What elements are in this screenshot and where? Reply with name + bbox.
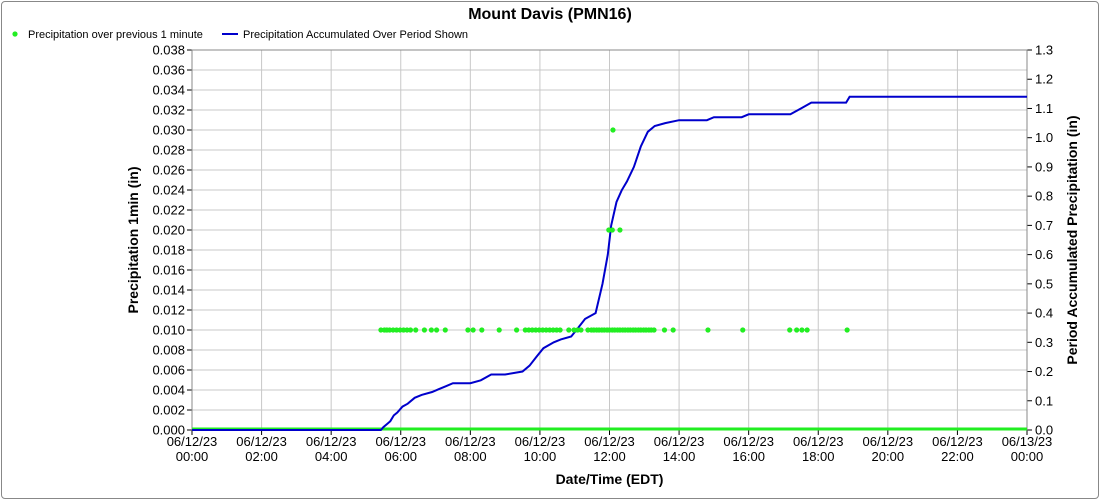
precip-1min-point (617, 227, 623, 233)
left-tick-label: 0.032 (152, 103, 185, 118)
right-tick-label: 1.3 (1035, 43, 1053, 58)
legend-label-line: Precipitation Accumulated Over Period Sh… (243, 29, 468, 41)
x-tick-date: 06/12/23 (306, 434, 357, 449)
left-tick-label: 0.026 (152, 163, 185, 178)
left-tick-label: 0.012 (152, 303, 185, 318)
x-tick-time: 02:00 (245, 449, 278, 464)
right-tick-label: 0.0 (1035, 423, 1053, 438)
right-tick-label: 0.4 (1035, 306, 1053, 321)
legend-marker-scatter (12, 31, 18, 37)
x-tick-date: 06/12/23 (584, 434, 635, 449)
precip-1min-point (566, 327, 572, 333)
right-tick-label: 0.7 (1035, 218, 1053, 233)
right-tick-label: 0.2 (1035, 364, 1053, 379)
precip-1min-point (479, 327, 485, 333)
precip-1min-point (794, 327, 800, 333)
left-tick-label: 0.014 (152, 283, 185, 298)
precip-1min-point (413, 327, 419, 333)
precip-1min-point (557, 327, 563, 333)
x-tick-date: 06/12/23 (515, 434, 566, 449)
left-tick-label: 0.018 (152, 243, 185, 258)
precip-1min-point (470, 327, 476, 333)
x-tick-time: 14:00 (663, 449, 696, 464)
precip-1min-point (705, 327, 711, 333)
left-tick-label: 0.020 (152, 223, 185, 238)
y-axis-label-left: Precipitation 1min (in) (125, 166, 141, 313)
precip-1min-point (670, 327, 676, 333)
precip-1min-point (740, 327, 746, 333)
x-tick-date: 06/12/23 (236, 434, 287, 449)
precip-1min-point (799, 327, 805, 333)
precip-1min-point (609, 227, 615, 233)
left-tick-label: 0.022 (152, 203, 185, 218)
right-tick-label: 0.8 (1035, 189, 1053, 204)
left-tick-label: 0.000 (152, 423, 185, 438)
precip-1min-point (496, 327, 502, 333)
precip-1min-point (428, 327, 434, 333)
x-tick-date: 06/12/23 (723, 434, 774, 449)
x-tick-time: 00:00 (176, 449, 209, 464)
right-tick-label: 0.9 (1035, 159, 1053, 174)
right-tick-label: 0.6 (1035, 247, 1053, 262)
precip-1min-point (442, 327, 448, 333)
precip-1min-point (514, 327, 520, 333)
precip-1min-point (465, 327, 471, 333)
left-tick-label: 0.024 (152, 183, 185, 198)
precip-1min-point (610, 127, 616, 133)
x-tick-date: 06/12/23 (375, 434, 426, 449)
left-tick-label: 0.010 (152, 323, 185, 338)
x-tick-date: 06/12/23 (932, 434, 983, 449)
x-tick-time: 20:00 (872, 449, 905, 464)
x-tick-time: 18:00 (802, 449, 835, 464)
precip-1min-point (844, 327, 850, 333)
left-tick-label: 0.034 (152, 83, 185, 98)
left-tick-label: 0.030 (152, 123, 185, 138)
right-tick-label: 1.1 (1035, 101, 1053, 116)
right-tick-label: 0.1 (1035, 393, 1053, 408)
x-tick-date: 06/13/23 (1002, 434, 1053, 449)
x-tick-time: 16:00 (732, 449, 765, 464)
left-tick-label: 0.036 (152, 63, 185, 78)
precip-1min-point (421, 327, 428, 333)
left-tick-label: 0.004 (152, 383, 185, 398)
precip-1min-point (661, 327, 668, 333)
precip-1min-point (433, 327, 440, 333)
x-tick-date: 06/12/23 (445, 434, 496, 449)
chart-title: Mount Davis (PMN16) (468, 6, 632, 23)
x-tick-time: 22:00 (941, 449, 974, 464)
precip-1min-point (578, 327, 584, 333)
right-tick-label: 0.5 (1035, 276, 1053, 291)
left-tick-label: 0.038 (152, 43, 185, 58)
x-axis-label: Date/Time (EDT) (556, 471, 664, 487)
x-tick-date: 06/12/23 (654, 434, 705, 449)
precip-1min-point (407, 327, 414, 333)
right-tick-label: 1.2 (1035, 72, 1053, 87)
x-tick-date: 06/12/23 (793, 434, 844, 449)
left-tick-label: 0.008 (152, 343, 185, 358)
right-tick-label: 0.3 (1035, 335, 1053, 350)
left-tick-label: 0.016 (152, 263, 185, 278)
left-tick-label: 0.028 (152, 143, 185, 158)
x-tick-time: 06:00 (384, 449, 417, 464)
precip-1min-point (651, 327, 657, 333)
y-axis-label-right: Period Accumulated Precipitation (in) (1064, 115, 1080, 364)
legend-label-scatter: Precipitation over previous 1 minute (28, 29, 203, 41)
right-tick-label: 1.0 (1035, 130, 1053, 145)
x-tick-time: 12:00 (593, 449, 626, 464)
x-tick-time: 08:00 (454, 449, 487, 464)
left-tick-label: 0.002 (152, 403, 185, 418)
precip-1min-point (787, 327, 793, 333)
x-tick-date: 06/12/23 (167, 434, 218, 449)
x-tick-time: 10:00 (524, 449, 557, 464)
x-tick-time: 04:00 (315, 449, 348, 464)
x-tick-time: 00:00 (1011, 449, 1044, 464)
left-tick-label: 0.006 (152, 363, 185, 378)
precip-1min-point (804, 327, 810, 333)
x-tick-date: 06/12/23 (863, 434, 914, 449)
